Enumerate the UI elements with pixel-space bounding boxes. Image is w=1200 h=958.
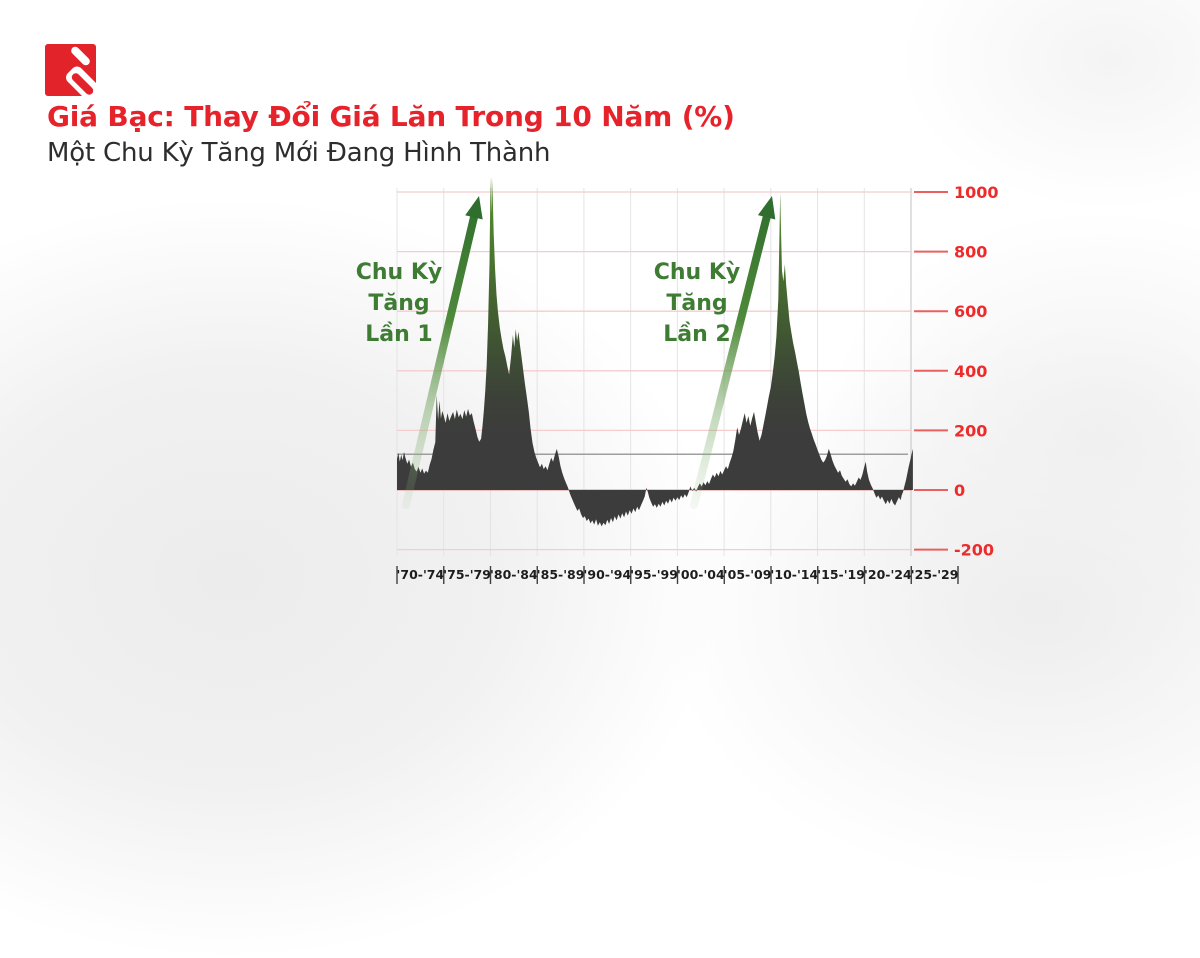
x-axis-label-4: '90-'94 — [584, 567, 632, 582]
page-subtitle: Một Chu Kỳ Tăng Mới Đang Hình Thành — [47, 138, 551, 168]
silver-rolling-change-chart: 1000 800 600 400 200 0 -200 '70-'74'75-'79'80-'… — [396, 177, 999, 584]
y-axis-label--200: -200 — [954, 541, 994, 560]
page-title: Giá Bạc: Thay Đổi Giá Lăn Trong 10 Năm (… — [47, 100, 735, 133]
y-axis-label-800: 800 — [954, 243, 987, 262]
x-axis-label-0: '70-'74 — [397, 567, 445, 582]
trend-arrow-1 — [402, 207, 480, 509]
annotation-line: Lần 1 — [365, 322, 433, 347]
annotation-line: Tăng — [368, 291, 430, 316]
x-axis-label-10: '20-'24 — [864, 567, 912, 582]
y-axis-label-200: 200 — [954, 421, 987, 440]
trend-arrow-head-1 — [465, 196, 483, 220]
y-axis-label-600: 600 — [954, 302, 987, 321]
annotation-cycle-2: Chu Kỳ Tăng Lần 2 — [632, 257, 762, 350]
x-axis-label-2: '80-'84 — [490, 567, 538, 582]
annotation-line: Lần 2 — [663, 322, 731, 347]
x-axis-label-6: '00-'04 — [677, 567, 725, 582]
trend-arrow-head-2 — [757, 196, 776, 220]
annotation-line: Chu Kỳ — [355, 260, 443, 285]
x-axis-label-3: '85-'89 — [537, 567, 585, 582]
brand-logo-icon — [45, 44, 103, 103]
annotation-line: Tăng — [666, 291, 728, 316]
area-series-silver-rolling-change — [397, 177, 913, 527]
trend-arrow-2 — [690, 207, 773, 509]
x-axis-label-9: '15-'19 — [817, 567, 865, 582]
x-axis-label-11: '25-'29 — [911, 567, 959, 582]
x-axis-label-8: '10-'14 — [771, 567, 819, 582]
y-axis-label-1000: 1000 — [954, 183, 999, 202]
y-axis-label-400: 400 — [954, 362, 987, 381]
x-axis-label-7: '05-'09 — [724, 567, 772, 582]
x-axis-label-1: '75-'79 — [443, 567, 491, 582]
annotation-cycle-1: Chu Kỳ Tăng Lần 1 — [334, 257, 464, 350]
y-axis-label-0: 0 — [954, 481, 965, 500]
annotation-line: Chu Kỳ — [653, 260, 741, 285]
x-axis-label-5: '95-'99 — [630, 567, 678, 582]
